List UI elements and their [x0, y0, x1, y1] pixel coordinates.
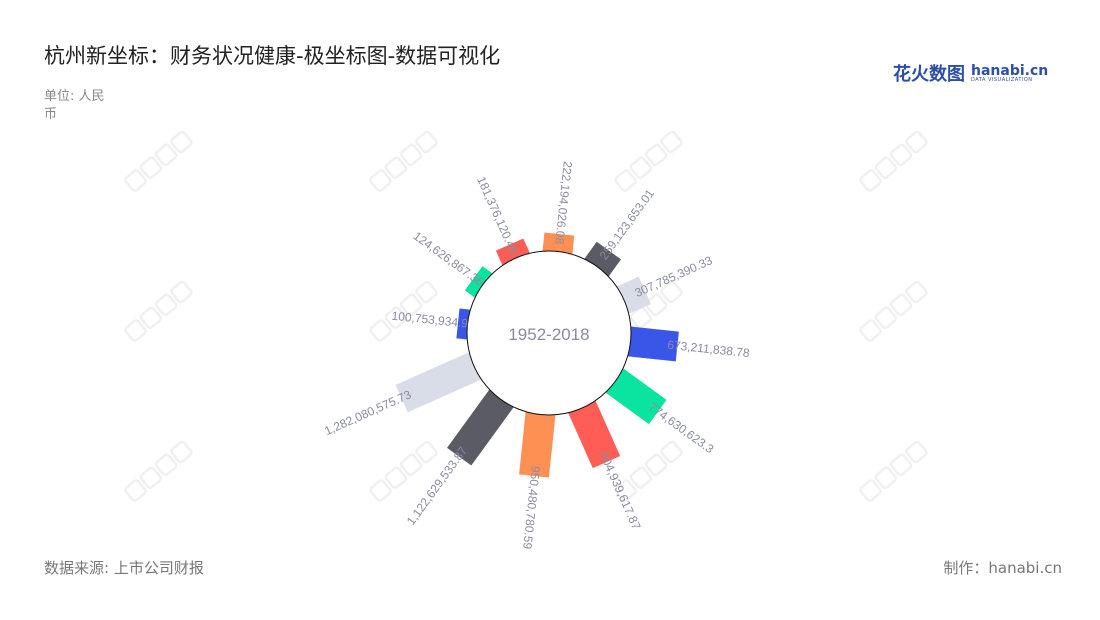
- watermark-mark: [859, 280, 928, 342]
- bar: [519, 410, 556, 478]
- watermark-mark: [859, 440, 928, 502]
- logo-en: hanabi.cn DATA VISUALIZATION: [971, 64, 1048, 83]
- unit-label: 单位: 人民币: [44, 89, 105, 122]
- bar: [464, 266, 494, 299]
- watermark-mark: [124, 280, 193, 342]
- center-label: 1952-2018: [508, 325, 589, 344]
- data-label: 1,282,080,575.73: [322, 387, 413, 438]
- data-label: 904,939,617.87: [597, 450, 644, 532]
- data-label: 100,753,934.9: [391, 309, 469, 331]
- data-label: 222,194,026.08: [552, 160, 575, 245]
- center-circle: [466, 250, 632, 416]
- watermark-mark: [369, 440, 438, 502]
- credit: 制作：hanabi.cn: [943, 559, 1062, 577]
- watermark-mark: [369, 130, 438, 192]
- bar: [542, 232, 575, 256]
- logo-tagline: DATA VISUALIZATION: [971, 76, 1033, 83]
- bar: [626, 326, 679, 362]
- bar: [495, 238, 531, 267]
- watermark-mark: [124, 130, 193, 192]
- watermark-mark: [614, 440, 683, 502]
- chart-title: 杭州新坐标：财务状况健康-极坐标图-数据可视化: [44, 44, 501, 68]
- bar: [447, 388, 515, 466]
- watermark-mark: [859, 130, 928, 192]
- bar: [604, 367, 667, 425]
- data-source: 数据来源: 上市公司财报: [44, 559, 204, 577]
- bar: [395, 351, 483, 413]
- data-label: 181,376,120.48: [474, 174, 521, 256]
- bar: [567, 399, 621, 469]
- data-label: 124,626,867.36: [411, 229, 487, 290]
- logo-en-text: hanabi.cn: [971, 62, 1049, 79]
- watermark-mark: [124, 440, 193, 502]
- data-label: 774,630,623.3: [646, 400, 717, 457]
- data-label: 1,122,629,533.87: [404, 444, 470, 528]
- data-label: 673,211,838.78: [667, 338, 751, 361]
- data-label: 259,123,653.01: [597, 186, 658, 262]
- logo: 花火数图 hanabi.cn DATA VISUALIZATION: [893, 60, 1048, 86]
- watermark-mark: [614, 130, 683, 192]
- data-label: 950,480,780.59: [520, 465, 543, 550]
- bar: [583, 241, 621, 278]
- logo-cn: 花火数图: [893, 64, 965, 85]
- data-label: 307,785,390.33: [633, 253, 715, 300]
- watermark-mark: [369, 280, 438, 342]
